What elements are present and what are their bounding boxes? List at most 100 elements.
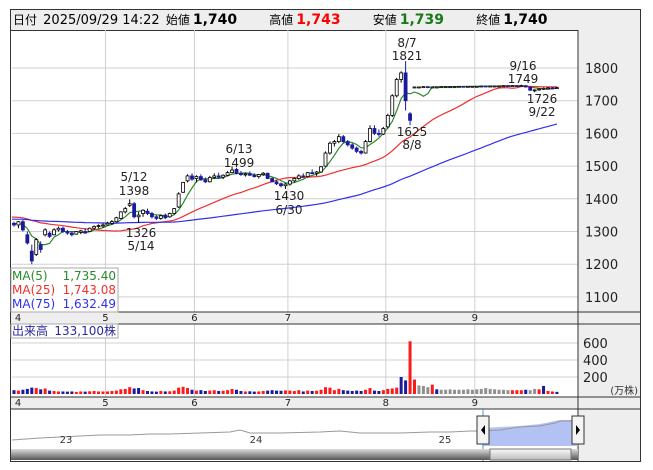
volume-bar [208,390,212,394]
candle-body [301,175,306,178]
volume-bar [21,389,25,394]
volume-bar [88,391,92,394]
annotation-price: 1398 [119,184,150,198]
volume-bar [141,390,145,394]
candle-body [479,85,484,88]
price-tick-label: 1400 [585,193,618,208]
stock-chart-frame: 日付 2025/09/29 14:22 始値 1,740 高値 1,743 安値 1,… [10,9,641,462]
scrollbar-track[interactable] [11,449,578,460]
volume-bar [34,388,38,394]
volume-value: 133,100株 [54,323,116,338]
volume-bar [30,387,34,394]
volume-bar [546,391,550,394]
open-value: 1,740 [192,12,238,28]
volume-bar [484,388,488,394]
volume-bar [25,388,29,394]
scrollbar-thumb[interactable] [489,448,572,461]
low-value: 1,739 [399,12,445,28]
volume-bar [404,380,408,394]
candle-body [12,222,16,226]
candle-body [425,86,430,89]
candle-body [274,181,279,185]
volume-bar [279,390,283,394]
volume-bar [421,385,425,394]
volume-bar [444,389,448,394]
arrow-right-icon [576,425,580,435]
candle-body [279,183,283,187]
annotation-date: 5/12 [121,170,148,184]
candle-body [56,227,61,231]
volume-bar [12,390,16,394]
volume-bar [510,390,514,394]
volume-axis-bg [578,324,640,397]
volume-bar [65,391,69,394]
volume-bar [132,388,136,394]
volume-tick-label: 200 [583,371,608,386]
volume-bar [324,387,327,394]
close-label: 終値 [476,13,501,27]
ma5-label: MA(5) [12,269,48,283]
candle-body [417,86,421,89]
candle-body [452,86,457,89]
candle-body [136,214,141,218]
annotation-date: 5/14 [128,239,155,253]
volume-bar [430,384,434,394]
candle-body [465,85,470,88]
volume-bar [123,388,127,394]
high-label: 高値 [269,13,294,27]
candle-body [101,224,105,227]
volume-bar [359,391,363,394]
candle-body [546,87,550,90]
month-label: 6 [191,313,197,324]
candle-body [399,72,404,80]
candle-body [78,230,83,233]
volume-bar [488,388,492,394]
range-navigator[interactable]: 23 24 25 [11,409,585,461]
annotation-price: 1821 [392,49,423,63]
ma25-label: MA(25) [12,283,55,297]
volume-bar [105,391,109,394]
volume-bar [239,391,243,394]
candle-body [110,221,114,224]
navigator-label: 24 [250,435,263,446]
price-tick-label: 1600 [585,127,618,142]
volume-bar [372,390,376,394]
axis-labels: 1800 1700 1600 1500 1400 1300 1200 1100 600 400 20… [15,62,618,409]
ma5-line [12,85,557,246]
volume-bar [315,390,319,394]
volume-bar [16,390,20,394]
candle-body [16,221,21,226]
candle-body [519,85,524,88]
candle-body [345,141,350,146]
month-label: 6 [191,398,197,409]
candle-body [319,166,323,173]
price-annotations: 5/12 1398 1326 5/14 6/13 1499 1430 6/30 … [119,36,558,253]
candle-body [394,79,399,97]
candle-body [265,172,270,179]
volume-bar [519,390,523,394]
candle-body [234,168,239,174]
volume-bar [470,389,474,394]
volume-bar [83,391,87,394]
volume-bars [12,341,559,394]
candle-body [412,86,417,89]
volume-bar [203,391,207,394]
candle-body [492,85,497,88]
volume-bar [341,390,345,394]
volume-bar [306,390,310,394]
volume-bar [150,391,154,394]
month-axis-top [11,312,640,324]
volume-bar [212,390,216,394]
candle-body [92,226,96,229]
navigator-left-handle[interactable] [476,415,490,445]
navigator-right-handle[interactable] [571,415,585,445]
candle-body [83,231,88,234]
volume-legend: 出来高 133,100株 [10,323,119,339]
candle-body [225,172,230,176]
navigator-selected-area [483,420,578,446]
price-tick-label: 1700 [585,95,618,110]
month-label: 9 [472,313,478,324]
ma-legend: MA(5) 1,735.40 MA(25) 1,743.08 MA(75) 1,… [10,267,119,313]
candle-body [194,176,199,179]
